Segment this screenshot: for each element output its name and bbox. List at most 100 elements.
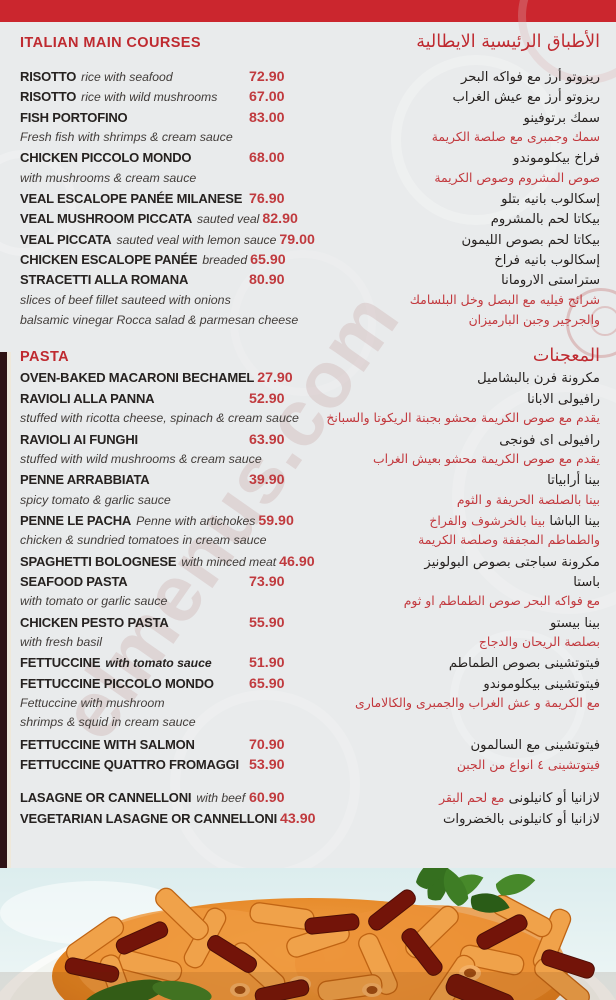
page-edge-strip: [0, 352, 7, 868]
item-name-arabic: مع فواكه البحر صوص الطماطم او ثوم: [170, 593, 600, 608]
item-subtitle: rice with seafood: [81, 70, 173, 84]
arabic-text: يقدم مع صوص الكريمة محشو بعيش الغراب: [372, 450, 600, 466]
menu-content: ITALIAN MAIN COURSES الأطباق الرئيسية الا…: [20, 32, 600, 830]
item-name-arabic: رافيولى الابانا: [303, 392, 600, 407]
menu-item-row: LASAGNE OR CANNELLONI with beef 60.90 لازان…: [20, 789, 600, 809]
item-price: 65.90: [250, 252, 286, 269]
menu-item-row: RAVIOLI ALLA PANNA 52.90 رافيولى الابانا: [20, 390, 600, 410]
item-description: Fettuccine with mushroom: [20, 695, 165, 710]
item-price: 43.90: [279, 810, 316, 827]
item-name: RISOTTO: [20, 69, 77, 84]
item-subtitle: with beef: [196, 791, 246, 806]
item-name-cell: CHICKEN PESTO PASTA: [20, 614, 249, 632]
arabic-text: إسكالوب بانيه فراخ: [494, 253, 600, 269]
menu-item-row: SPAGHETTI BOLOGNESE with minced meat 46.90…: [20, 553, 600, 573]
item-name-arabic: بيكاتا لحم بالمشروم: [316, 212, 600, 227]
item-price: 76.90: [249, 191, 285, 208]
menu-desc-row: with mushrooms & cream sauce صوص المشروم …: [20, 170, 600, 190]
menu-desc-row: stuffed with ricotta cheese, spinach & c…: [20, 410, 600, 430]
menu-item-row: FISH PORTOFINO 83.00 سمك برتوفينو: [20, 109, 600, 129]
item-description: stuffed with ricotta cheese, spinach & c…: [20, 411, 299, 426]
item-name-cell: SPAGHETTI BOLOGNESE with minced meat: [20, 553, 279, 571]
menu-item-row: CHICKEN PESTO PASTA 55.90 بينا بيستو: [20, 614, 600, 634]
item-name-cell: RISOTTO rice with seafood: [20, 68, 249, 86]
menu-item-row: VEGETARIAN LASAGNE OR CANNELLONI 43.90 لاز…: [20, 810, 600, 830]
item-name-cell: FETTUCCINE PICCOLO MONDO: [20, 675, 249, 693]
arabic-text: صوص المشروم وصوص الكريمة: [434, 169, 600, 185]
item-description: shrimps & squid in cream sauce: [20, 715, 196, 730]
arabic-text: بينا بيستو: [549, 615, 600, 631]
item-name: RISOTTO: [20, 89, 77, 105]
item-name-cell: VEGETARIAN LASAGNE OR CANNELLONI: [20, 810, 280, 828]
item-subtitle: with tomato sauce: [105, 656, 212, 671]
arabic-text: والطماطم المجففة وصلصة الكريمة: [418, 532, 600, 548]
arabic-text: لازانيا أو كانيلونى بالخضروات: [443, 811, 600, 827]
menu-desc-row: shrimps & squid in cream sauce: [20, 715, 600, 735]
item-description: Fresh fish with shrimps & cream sauce: [20, 130, 233, 145]
item-name-cell: FISH PORTOFINO: [20, 109, 249, 127]
arabic-text: بينا الباشا: [549, 513, 600, 529]
item-name-arabic: ريزوتو أرز مع فواكه البحر: [303, 70, 600, 85]
section-header: PASTA المعجنات: [20, 346, 600, 366]
menu-desc-row: Fresh fish with shrimps & cream sauce سمك…: [20, 129, 600, 149]
item-description: balsamic vinegar Rocca salad & parmesan …: [20, 313, 299, 328]
item-description: with tomato or garlic sauce: [20, 594, 168, 609]
item-name-arabic: مع الكريمة و عش الغراب والجمبرى والكالام…: [168, 695, 600, 710]
menu-item-row: PENNE LE PACHA Penne with artichokes 59.90…: [20, 512, 600, 532]
item-name-arabic: والطماطم المجففة وصلصة الكريمة: [270, 532, 600, 547]
item-name-arabic: مكرونة سباجتى بصوص البولونيز: [333, 555, 600, 570]
menu-item-row: VEAL MUSHROOM PICCATA sauted veal 82.90 بيك…: [20, 210, 600, 230]
item-name-arabic: بينا الباشا بينا بالخرشوف والفراخ: [312, 513, 600, 529]
item-price: 27.90: [257, 370, 293, 387]
item-subtitle: Penne with artichokes: [136, 513, 256, 528]
item-name: CHICKEN PESTO PASTA: [20, 614, 169, 630]
item-name-arabic: فيتوتشينى بيكلوموندو: [303, 677, 600, 692]
arabic-text: فيتوتشينى بصوص الطماطم: [448, 656, 600, 672]
arabic-text: رافيولى اى فونجى: [499, 432, 600, 448]
item-price: 53.90: [249, 757, 285, 773]
arabic-text: فيتوتشينى بيكلوموندو: [483, 676, 600, 692]
item-name-arabic: إسكالوب بانيه بتلو: [303, 192, 600, 207]
menu-desc-row: slices of beef fillet sauteed with onion…: [20, 292, 600, 312]
item-name: FETTUCCINE PICCOLO MONDO: [20, 675, 214, 691]
arabic-text: ستراستى الارومانا: [501, 273, 600, 289]
menu-item-row: FETTUCCINE PICCOLO MONDO 65.90 فيتوتشينى ب…: [20, 675, 600, 695]
menu-desc-row: chicken & sundried tomatoes in cream sau…: [20, 532, 600, 552]
item-name-cell: CHICKEN PICCOLO MONDO: [20, 149, 249, 167]
arabic-text: إسكالوب بانيه بتلو: [501, 192, 600, 208]
item-name: PENNE ARRABBIATA: [20, 472, 150, 488]
menu-item-row: FETTUCCINE QUATTRO FROMAGGI 53.90 فيتوتشين…: [20, 756, 600, 776]
item-name-arabic: بيكاتا لحم بصوص الليمون: [333, 233, 600, 248]
item-name-cell: CHICKEN ESCALOPE PANÉE breaded: [20, 251, 250, 269]
menu-desc-row: with fresh basil بصلصة الريحان والدجاج: [20, 634, 600, 654]
item-name-cell: RAVIOLI ALLA PANNA: [20, 390, 249, 408]
item-name-cell: FETTUCCINE QUATTRO FROMAGGI: [20, 756, 249, 774]
item-price: 73.90: [249, 573, 285, 590]
item-name-arabic: ريزوتو أرز مع عيش الغراب: [303, 90, 600, 105]
menu-item-row: FETTUCCINE with tomato sauce 51.90 فيتوتشين…: [20, 654, 600, 674]
menu-item-row: FETTUCCINE WITH SALMON 70.90 فيتوتشينى مع …: [20, 736, 600, 756]
menu-item-row: SEAFOOD PASTA 73.90 باستا: [20, 573, 600, 593]
item-price: 82.90: [262, 211, 298, 228]
menu-item-row: CHICKEN PICCOLO MONDO 68.00 فراخ بيكلوموند…: [20, 149, 600, 169]
menu-desc-row: stuffed with wild mushrooms & cream sauc…: [20, 451, 600, 471]
item-name-cell: VEAL MUSHROOM PICCATA sauted veal: [20, 210, 262, 228]
item-price: 63.90: [249, 431, 285, 448]
menu-desc-row: spicy tomato & garlic sauce بينا بالصلصة …: [20, 492, 600, 512]
item-price: 59.90: [258, 512, 294, 529]
menu-item-row: VEAL PICCATA sauted veal with lemon sauce…: [20, 231, 600, 251]
item-name-cell: FETTUCCINE with tomato sauce: [20, 654, 249, 672]
menu-item-row: RAVIOLI AI FUNGHI 63.90 رافيولى اى فونجى: [20, 431, 600, 451]
item-name-cell: RAVIOLI AI FUNGHI: [20, 431, 249, 449]
arabic-text: شرائح فيليه مع البصل وخل البلسامك: [409, 291, 600, 307]
item-name-arabic: لازانيا أو كانيلونى مع لحم البقر: [303, 790, 600, 806]
menu-desc-row: balsamic vinegar Rocca salad & parmesan …: [20, 312, 600, 332]
arabic-text: بينا أرابياتا: [547, 473, 600, 489]
item-price: 72.90: [249, 69, 285, 85]
arabic-text: لازانيا أو كانيلونى: [508, 791, 600, 807]
arabic-text: بيكاتا لحم بصوص الليمون: [461, 232, 600, 248]
section-title-en: PASTA: [20, 349, 69, 366]
item-name: OVEN-BAKED MACARONI BECHAMEL: [20, 370, 255, 386]
item-price: 39.90: [249, 472, 285, 489]
